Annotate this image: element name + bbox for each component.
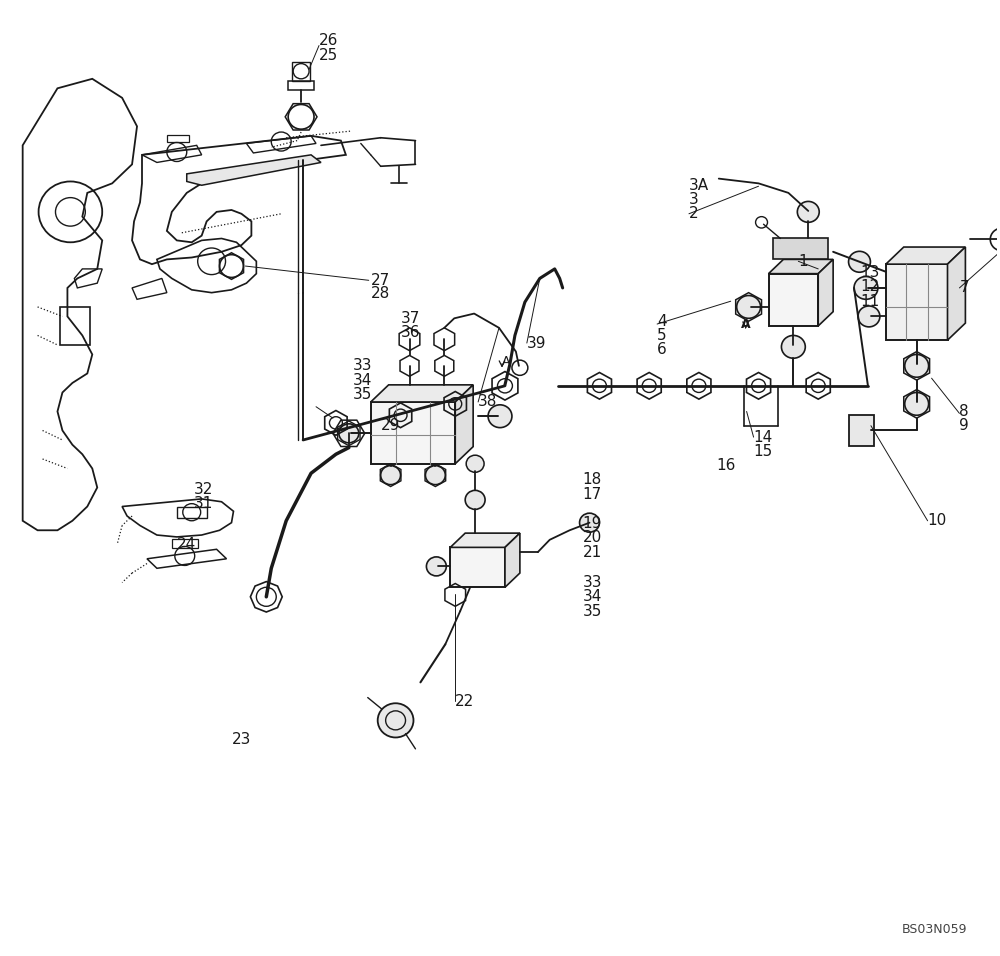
Bar [773,238,828,259]
Circle shape [426,557,446,576]
Text: 25: 25 [319,48,338,62]
Text: 3A: 3A [689,178,709,193]
Text: 3: 3 [689,192,699,207]
Text: 33: 33 [353,358,372,374]
Circle shape [339,424,359,443]
Text: 36: 36 [401,325,420,340]
Bar [769,273,818,326]
Text: 1: 1 [798,253,808,269]
Bar [849,415,874,445]
Text: 28: 28 [371,286,390,301]
Polygon shape [505,533,520,587]
Text: 7: 7 [959,280,969,295]
Bar [288,80,314,90]
Polygon shape [455,385,473,464]
Text: A: A [502,355,510,368]
Text: 12: 12 [860,279,879,294]
Circle shape [488,404,512,427]
Text: 2: 2 [689,206,699,221]
Text: 37: 37 [401,311,420,326]
Text: 33: 33 [583,576,602,590]
Bar [450,548,505,587]
Circle shape [466,455,484,472]
Circle shape [858,306,880,327]
Polygon shape [450,533,520,548]
Bar [177,507,207,518]
Text: 5: 5 [657,328,667,343]
Text: 15: 15 [754,444,773,459]
Text: 23: 23 [232,732,251,747]
Text: 27: 27 [371,272,390,288]
Text: 38: 38 [478,395,497,409]
Text: 18: 18 [583,472,602,488]
Polygon shape [769,259,833,273]
Text: 17: 17 [583,487,602,502]
Text: 9: 9 [959,418,969,433]
Circle shape [465,490,485,510]
Circle shape [381,466,401,485]
Text: 6: 6 [657,342,667,358]
Text: 24: 24 [177,537,196,552]
Circle shape [849,251,870,272]
Circle shape [905,393,929,415]
Text: BS03N059: BS03N059 [902,923,967,936]
Text: 34: 34 [583,589,602,604]
Bar [60,307,90,345]
Polygon shape [886,247,965,264]
Circle shape [905,355,929,378]
Text: 31: 31 [194,496,213,511]
Bar [371,402,455,464]
Bar [292,62,310,80]
Polygon shape [371,385,473,402]
Bar [886,264,948,340]
Circle shape [378,704,413,737]
Circle shape [580,513,599,532]
Text: 29: 29 [381,418,400,433]
Circle shape [797,202,819,223]
Text: 35: 35 [353,387,372,402]
Circle shape [425,466,445,485]
Text: 22: 22 [455,694,475,708]
Text: 10: 10 [928,513,947,529]
Circle shape [854,276,878,299]
Bar [172,539,198,549]
Text: 34: 34 [353,373,372,387]
Text: 8: 8 [959,404,969,419]
Text: 35: 35 [583,603,602,619]
Circle shape [737,295,761,318]
Text: 4: 4 [657,314,667,329]
Text: 32: 32 [194,482,213,497]
Text: 16: 16 [717,458,736,473]
Text: 19: 19 [583,516,602,532]
Text: 39: 39 [527,336,546,351]
Bar [167,135,189,142]
Polygon shape [187,155,321,185]
Text: 14: 14 [754,429,773,445]
Polygon shape [818,259,833,326]
Text: 20: 20 [583,531,602,545]
Polygon shape [948,247,965,340]
Text: 26: 26 [319,33,338,49]
Text: A: A [741,317,750,331]
Text: 11: 11 [860,293,879,309]
Text: 21: 21 [583,545,602,559]
Circle shape [781,336,805,358]
Text: 13: 13 [860,265,879,280]
